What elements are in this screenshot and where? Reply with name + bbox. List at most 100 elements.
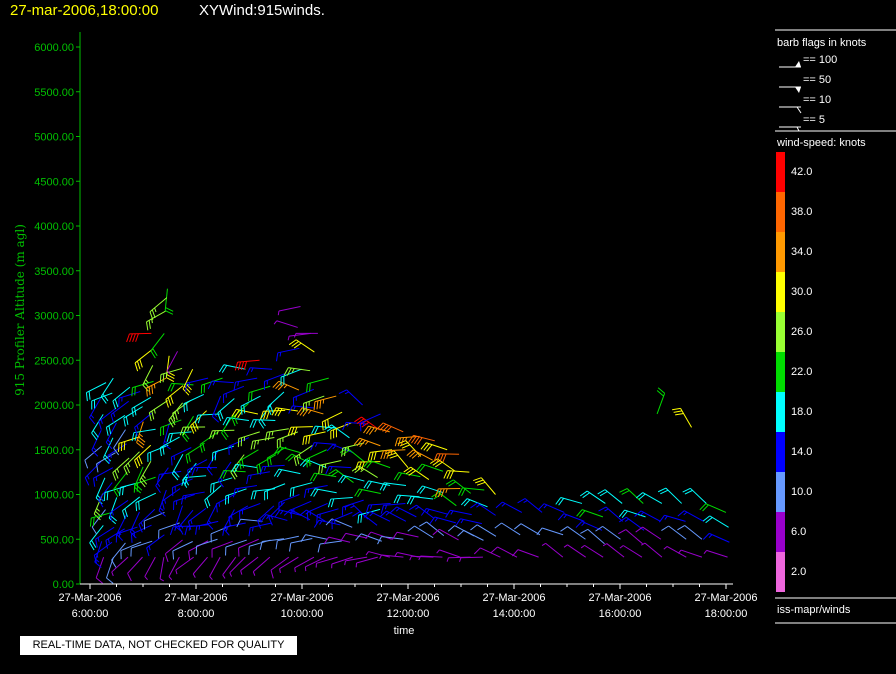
barb-feather: [190, 425, 195, 434]
x-tick-time: 14:00:00: [493, 608, 536, 620]
wind-barb: [217, 398, 235, 422]
barb-feather: [162, 446, 165, 455]
barb-staff: [412, 449, 433, 461]
wind-barb: [296, 407, 324, 417]
barb-feather: [138, 524, 143, 533]
barb-feather: [287, 427, 292, 436]
barb-feather: [618, 516, 627, 523]
y-tick-label: 0.00: [53, 579, 74, 591]
wind-barb: [431, 492, 457, 507]
barb-feather: [260, 411, 264, 420]
wind-barb: [470, 524, 497, 537]
barb-staff: [253, 419, 276, 421]
barb-feather: [634, 510, 642, 517]
barb-feather: [106, 491, 109, 501]
barb-feather: [436, 549, 440, 554]
barb-feather: [354, 416, 362, 423]
barb-staff: [277, 347, 300, 354]
barb-staff: [480, 547, 501, 558]
barb-feather: [167, 397, 172, 406]
barb-feather: [187, 521, 192, 530]
barb-feather: [110, 414, 114, 423]
y-tick-label: 4000.00: [34, 221, 74, 233]
wind-barb: [111, 542, 126, 568]
barb-feather: [135, 502, 138, 512]
wind-barb: [233, 377, 258, 391]
wind-barb: [306, 377, 329, 393]
wind-barb: [379, 482, 407, 491]
barb-staff: [86, 382, 107, 393]
barb-feather: [170, 417, 176, 426]
barb-feather: [664, 515, 668, 520]
barb-feather: [660, 489, 669, 495]
barb-feather: [167, 383, 172, 392]
barb-feather: [581, 522, 586, 527]
wind-barb: [240, 556, 259, 575]
barb-staff: [262, 538, 285, 543]
barb-legend-feather: [796, 126, 800, 132]
barb-feather: [386, 450, 390, 459]
wind-barb: [432, 528, 459, 541]
barb-staff: [238, 431, 260, 440]
barb-feather: [363, 480, 370, 489]
barb-feather: [677, 549, 682, 554]
barb-feather: [470, 502, 478, 509]
wind-barb: [300, 534, 328, 543]
barb-staff: [235, 463, 258, 469]
barb-staff: [709, 532, 730, 543]
wind-barb: [391, 531, 419, 540]
barb-staff: [360, 413, 381, 424]
wind-barb: [250, 488, 276, 500]
barb-feather: [290, 427, 295, 436]
barb-feather: [563, 544, 568, 548]
barb-feather: [103, 457, 110, 465]
barb-feather: [131, 387, 133, 397]
wind-barb: [408, 434, 435, 445]
barb-feather: [213, 413, 218, 417]
wind-barb: [363, 459, 391, 469]
barb-feather: [443, 470, 448, 479]
barb-feather: [342, 449, 351, 455]
barb-feather: [185, 454, 189, 464]
wind-barb: [187, 507, 207, 530]
wind-barb: [641, 542, 663, 558]
wind-barb: [313, 395, 337, 411]
barb-staff: [240, 518, 263, 522]
barb-staff: [138, 508, 156, 525]
wind-barb: [172, 541, 193, 560]
barb-feather: [212, 483, 215, 492]
barb-staff: [190, 410, 208, 427]
barb-feather: [250, 367, 254, 372]
barb-staff: [368, 502, 391, 506]
wind-barb: [293, 444, 313, 467]
barb-staff: [147, 444, 169, 454]
barb-feather: [619, 545, 624, 549]
barb-feather: [440, 488, 445, 498]
barb-feather: [164, 499, 167, 504]
barb-staff: [584, 544, 604, 558]
barb-staff: [105, 528, 125, 541]
barb-feather: [354, 488, 360, 497]
barb-feather: [188, 551, 191, 560]
barb-feather: [233, 415, 238, 425]
barb-feather: [127, 462, 131, 468]
barb-feather: [394, 552, 398, 557]
barb-feather: [490, 546, 498, 554]
barb-staff: [277, 535, 299, 542]
barb-feather: [174, 526, 177, 531]
barb-feather: [97, 537, 100, 542]
wind-barb: [363, 425, 390, 435]
barb-feather: [215, 503, 218, 513]
wind-barb: [287, 426, 313, 436]
barb-feather: [338, 389, 347, 395]
barb-feather: [380, 450, 384, 460]
barb-feather: [316, 514, 318, 524]
x-tick-time: 18:00:00: [705, 608, 748, 620]
barb-feather: [110, 453, 112, 458]
wind-barb: [264, 428, 289, 441]
barb-feather: [132, 333, 136, 342]
barb-feather: [344, 447, 347, 456]
barb-staff: [264, 483, 286, 493]
barb-feather: [416, 463, 423, 471]
